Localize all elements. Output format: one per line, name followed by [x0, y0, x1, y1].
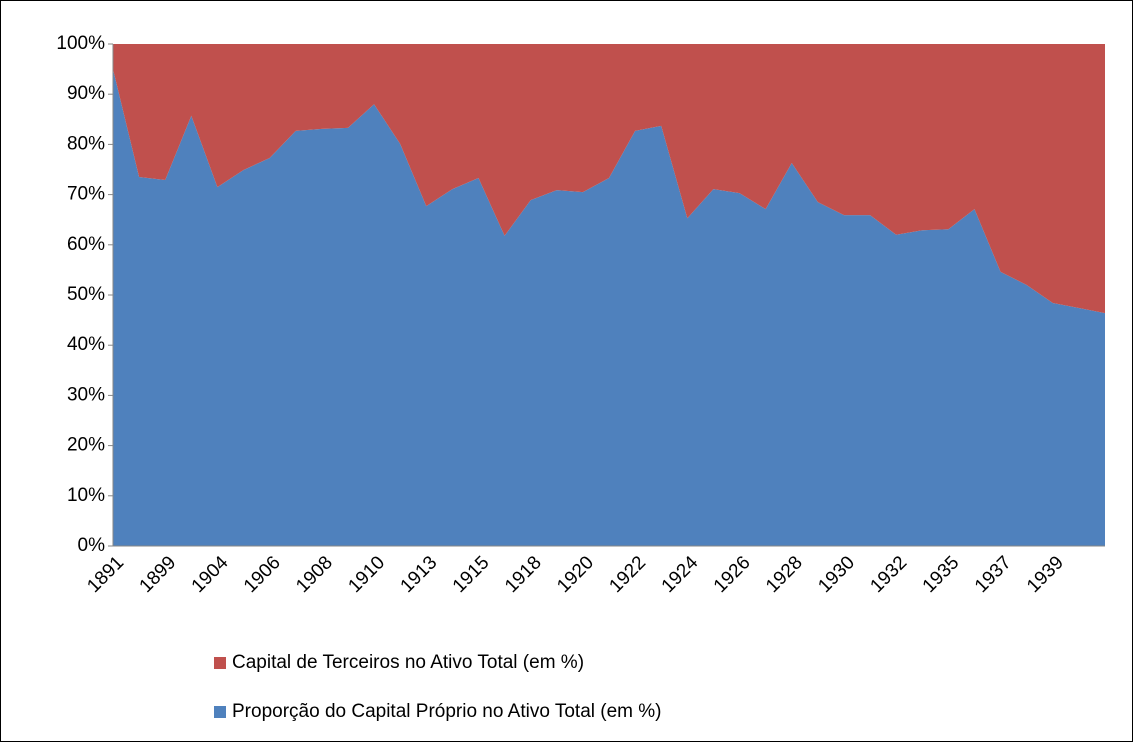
y-tick-label: 10% [67, 485, 105, 506]
y-tick-label: 0% [78, 535, 106, 556]
legend-swatch [214, 706, 226, 718]
legend-label: Proporção do Capital Próprio no Ativo To… [232, 701, 661, 722]
y-tick-label: 60% [67, 234, 105, 255]
y-tick-label: 80% [67, 133, 105, 154]
area [113, 44, 1105, 314]
y-tick-label: 100% [56, 33, 105, 54]
legend-swatch [214, 657, 226, 669]
y-tick-label: 40% [67, 334, 105, 355]
y-tick-label: 30% [67, 384, 105, 405]
y-tick-label: 70% [67, 184, 105, 205]
y-tick-label: 90% [67, 83, 105, 104]
legend-label: Capital de Terceiros no Ativo Total (em … [232, 652, 584, 673]
y-tick-label: 50% [67, 284, 105, 305]
y-tick-label: 20% [67, 435, 105, 456]
area [113, 69, 1105, 546]
